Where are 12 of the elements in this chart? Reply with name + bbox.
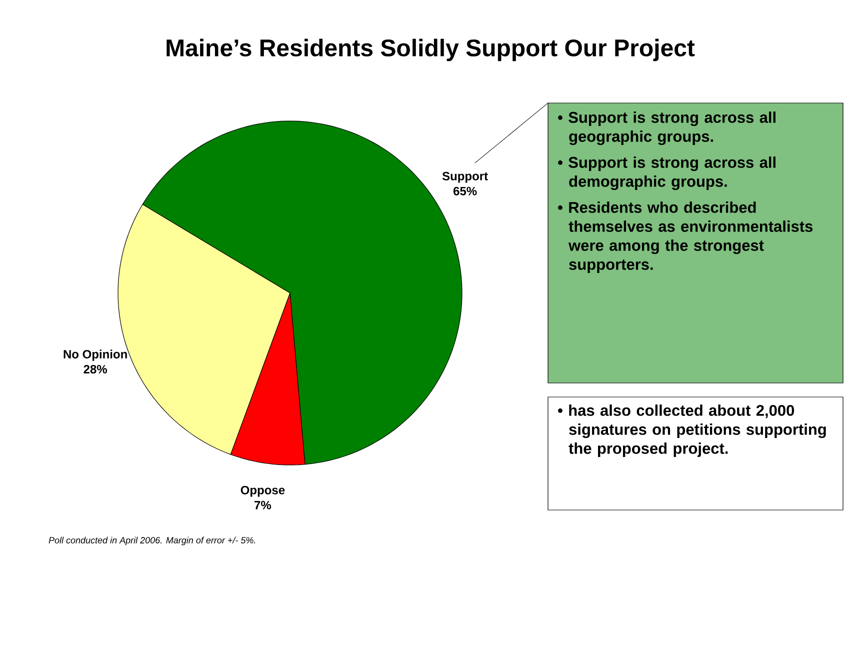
data-label: 7% <box>254 500 272 510</box>
slice-label: Oppose <box>240 486 285 497</box>
slice-label: Support <box>442 172 488 183</box>
text: • Support is strong across all demographic groups. <box>558 156 776 190</box>
data-label: 28% <box>84 364 108 374</box>
text: • Residents who described themselves as environmentalists were among the strongest supporters. <box>558 202 813 273</box>
chart-title: Maine’s Residents Solidly Support Our Project <box>166 38 695 62</box>
slice-label: No Opinion <box>64 350 127 361</box>
data-label: 65% <box>453 186 477 196</box>
text: • has also collected about 2,000 signatures on petitions supporting the proposed project. <box>558 404 826 457</box>
text: Poll conducted in April 2006. Margin of error +/- 5%. <box>48 536 256 546</box>
text: • Support is strong across all geographic groups. <box>558 112 776 146</box>
